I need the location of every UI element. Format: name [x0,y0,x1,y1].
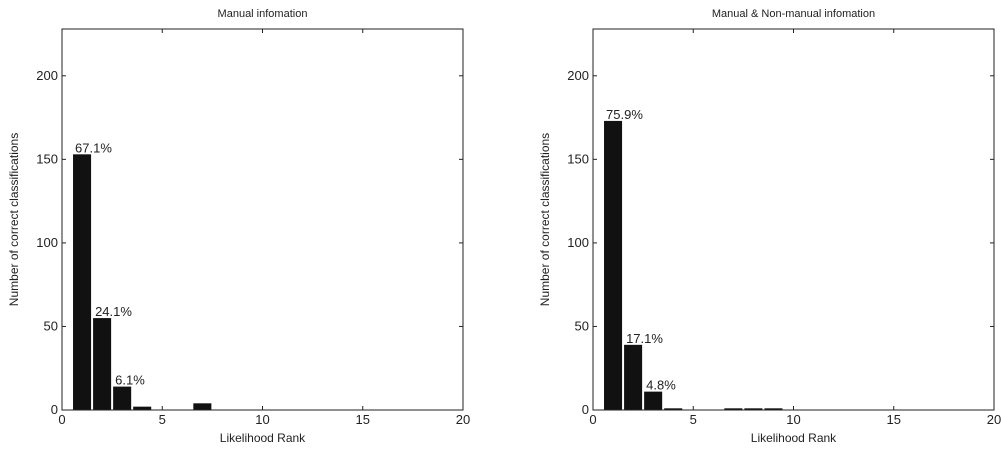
x-tick-label: 5 [690,412,697,427]
data-label: 75.9% [606,107,643,122]
bar [724,408,743,410]
bar [113,386,132,410]
y-tick-label: 200 [36,68,58,83]
chart-title: Manual infomation [218,8,308,20]
x-tick-label: 20 [987,412,1001,427]
data-label: 67.1% [75,140,112,155]
bar [744,408,763,410]
bar [604,120,623,410]
y-tick-label: 150 [567,151,589,166]
x-tick-label: 15 [887,412,901,427]
bar [73,154,92,410]
bar [133,406,152,410]
y-tick-label: 100 [567,235,589,250]
data-label: 4.8% [646,378,676,393]
bar [193,403,212,410]
x-tick-label: 10 [255,412,269,427]
chart-2: Manual & Non-manual infomation 75.9% 17.1%… [538,8,1001,445]
x-tick-label: 0 [58,412,65,427]
data-label: 24.1% [95,304,132,319]
bar [644,391,663,410]
bar [664,408,683,410]
y-tick-label: 100 [36,235,58,250]
x-axis-label: Likelihood Rank [220,431,306,445]
bar [93,318,112,410]
y-tick-label: 50 [575,318,589,333]
bar [764,408,783,410]
y-tick-label: 200 [567,68,589,83]
x-tick-label: 10 [786,412,800,427]
x-axis-label: Likelihood Rank [751,431,837,445]
y-axis-label: Number of correct classifications [7,133,21,306]
x-tick-label: 0 [589,412,596,427]
data-label: 6.1% [115,373,145,388]
y-tick-label: 0 [582,402,589,417]
plot-frame [592,28,995,411]
chart-title: Manual & Non-manual infomation [712,8,875,20]
data-label: 17.1% [626,331,663,346]
y-tick-label: 150 [36,151,58,166]
x-tick-label: 20 [456,412,470,427]
x-tick-label: 15 [356,412,370,427]
plot-frame [61,28,464,411]
y-tick-label: 0 [51,402,58,417]
x-tick-label: 5 [159,412,166,427]
y-axis-label: Number of correct classifications [538,133,552,306]
y-tick-label: 50 [44,318,58,333]
bar [624,344,643,410]
